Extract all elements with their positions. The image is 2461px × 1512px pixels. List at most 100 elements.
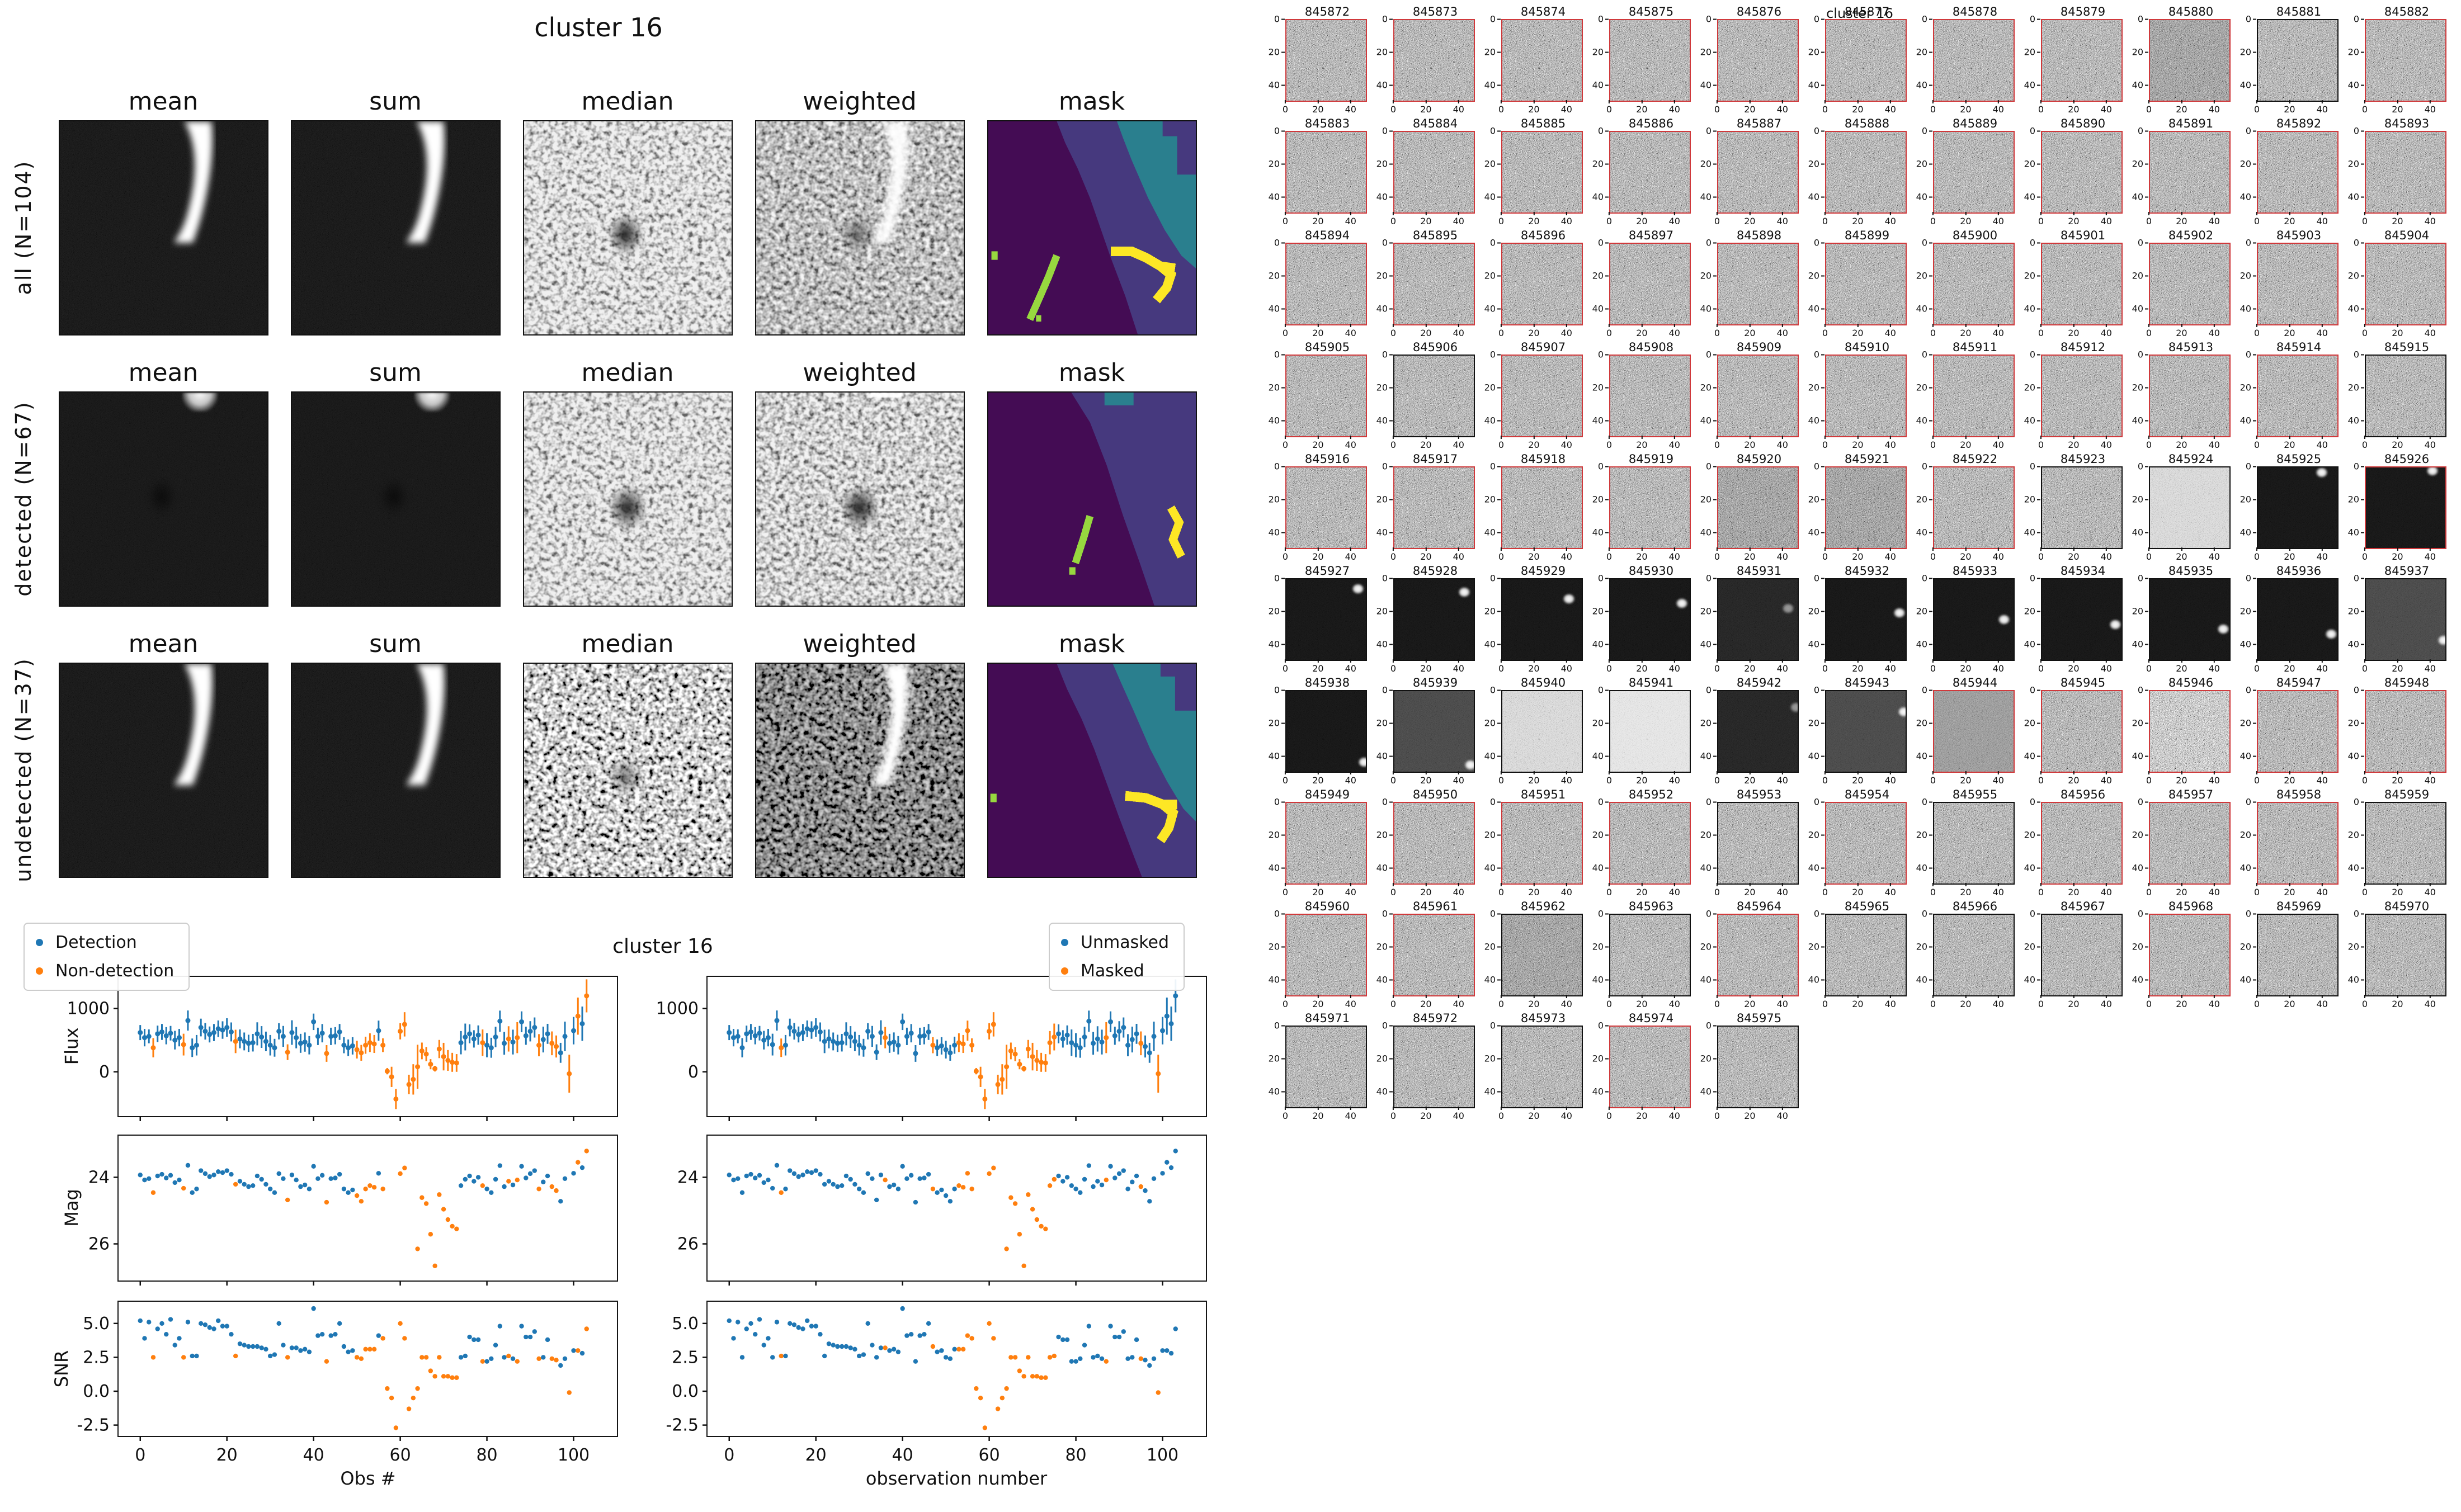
x-tick-label: 0 — [1498, 212, 1505, 226]
x-tick-label: 0 — [2361, 771, 2368, 786]
thumbnail-845890: 845890 0 20 40 0 20 40 — [2021, 116, 2129, 228]
y-tick-label: 20 — [1268, 46, 1285, 58]
svg-text:0: 0 — [99, 1062, 110, 1082]
thumbnail-image — [2257, 19, 2339, 102]
thumbnail-title: 845881 — [2276, 5, 2322, 18]
x-tick-label: 20 — [1744, 324, 1756, 338]
thumbnail-845921: 845921 0 20 40 0 20 40 — [1805, 452, 1913, 564]
x-tick-label: 40 — [2100, 547, 2112, 562]
x-tick-label: 40 — [2424, 547, 2436, 562]
y-tick-label: 20 — [1808, 494, 1825, 505]
x-tick-label: 0 — [1390, 995, 1397, 1009]
thumbnail-845945: 845945 0 20 40 0 20 40 — [2021, 675, 2129, 787]
y-tick-label: 40 — [1916, 303, 1933, 314]
y-tick-label: 0 — [2245, 461, 2257, 472]
thumbnail-image — [1393, 243, 1475, 325]
y-tick-label: 0 — [1597, 573, 1609, 584]
y-tick-label: 20 — [1484, 829, 1501, 840]
thumbnail-title: 845894 — [1304, 229, 1350, 242]
x-tick-label: 0 — [1822, 324, 1828, 338]
y-tick-label: 0 — [2137, 237, 2149, 248]
thumbnail-845899: 845899 0 20 40 0 20 40 — [1805, 228, 1913, 340]
thumbnail-845907: 845907 0 20 40 0 20 40 — [1481, 340, 1589, 452]
x-tick-label: 40 — [1776, 1107, 1788, 1121]
thumbnail-title: 845968 — [2168, 900, 2214, 913]
thumbnail-title: 845928 — [1412, 564, 1458, 578]
x-tick-label: 20 — [1420, 100, 1432, 115]
col-header-mean: mean — [128, 358, 199, 387]
x-tick-label: 20 — [2068, 659, 2080, 674]
thumbnail-845962: 845962 0 20 40 0 20 40 — [1481, 899, 1589, 1011]
x-tick-label: 40 — [1776, 771, 1788, 786]
x-tick-label: 40 — [2208, 100, 2220, 115]
x-tick-label: 0 — [1930, 771, 1936, 786]
x-tick-label: 40 — [2100, 771, 2112, 786]
thumbnail-image — [1825, 131, 1907, 214]
thumbnail-image — [2257, 578, 2339, 661]
y-tick-label: 40 — [2240, 862, 2257, 873]
x-tick-label: 0 — [1930, 324, 1936, 338]
x-tick-label: 20 — [2068, 100, 2080, 115]
x-tick-label: 20 — [1636, 436, 1648, 450]
x-tick-label: 20 — [2068, 883, 2080, 897]
y-tick-label: 0 — [1597, 461, 1609, 472]
y-tick-label: 20 — [2240, 606, 2257, 617]
x-tick-label: 0 — [2038, 883, 2044, 897]
thumbnail-title: 845902 — [2168, 229, 2214, 242]
thumbnail-image — [1933, 131, 2015, 214]
legend-item: Masked — [1061, 961, 1169, 981]
x-tick-label: 40 — [2100, 883, 2112, 897]
thumbnail-title: 845934 — [2060, 564, 2106, 578]
thumbnail-845942: 845942 0 20 40 0 20 40 — [1697, 675, 1805, 787]
mag-vs-obs-panel-masked: 24 26 — [677, 1135, 1207, 1286]
svg-text:40: 40 — [892, 1445, 913, 1465]
y-tick-label: 0 — [1813, 684, 1825, 696]
thumbnail-845900: 845900 0 20 40 0 20 40 — [1913, 228, 2021, 340]
thumbnail-845925: 845925 0 20 40 0 20 40 — [2237, 452, 2345, 564]
flux-vs-obs-panel-masked: 1000 0 — [656, 976, 1207, 1121]
x-tick-label: 40 — [1345, 436, 1356, 450]
thumbnail-845933: 845933 0 20 40 0 20 40 — [1913, 564, 2021, 675]
thumbnail-845885: 845885 0 20 40 0 20 40 — [1481, 116, 1589, 228]
y-tick-label: 40 — [1916, 191, 1933, 202]
y-tick-label: 20 — [1376, 1053, 1393, 1064]
x-tick-label: 40 — [1668, 771, 1680, 786]
y-tick-label: 20 — [2347, 829, 2365, 840]
x-tick-label: 40 — [1884, 436, 1896, 450]
x-tick-label: 20 — [2284, 771, 2295, 786]
thumbnail-image — [1717, 914, 1799, 996]
x-tick-label: 40 — [1453, 883, 1464, 897]
source-blob — [2435, 633, 2445, 648]
thumbnail-title: 845923 — [2060, 452, 2106, 466]
x-tick-label: 20 — [1852, 771, 1864, 786]
y-tick-label: 20 — [1268, 494, 1285, 505]
x-tick-label: 40 — [2316, 100, 2328, 115]
x-tick-label: 40 — [1668, 100, 1680, 115]
x-tick-label: 0 — [1606, 883, 1613, 897]
y-tick-label: 40 — [2240, 303, 2257, 314]
x-tick-label: 40 — [2424, 771, 2436, 786]
x-tick-label: 40 — [2316, 547, 2328, 562]
y-tick-label: 0 — [2137, 125, 2149, 136]
y-tick-label: 40 — [1484, 191, 1501, 202]
x-tick-label: 0 — [1714, 324, 1720, 338]
y-tick-label: 40 — [2024, 79, 2041, 91]
x-tick-label: 0 — [1714, 659, 1720, 674]
source-blob — [2106, 617, 2121, 632]
y-tick-label: 20 — [1484, 46, 1501, 58]
y-tick-label: 20 — [1592, 158, 1609, 169]
x-tick-label: 40 — [1992, 324, 2004, 338]
x-tick-label: 20 — [2068, 436, 2080, 450]
thumbnail-image — [1501, 466, 1583, 549]
x-tick-label: 20 — [1420, 547, 1432, 562]
y-tick-label: 40 — [1916, 639, 1933, 650]
col-header-mean: mean — [128, 630, 199, 658]
x-tick-label: 0 — [1714, 771, 1720, 786]
x-tick-label: 40 — [2208, 212, 2220, 226]
svg-text:100: 100 — [1147, 1445, 1178, 1465]
thumbnail-image — [1393, 19, 1475, 102]
x-tick-label: 40 — [1560, 1107, 1572, 1121]
y-tick-label: 0 — [1274, 13, 1285, 25]
thumbnail-image — [2041, 802, 2123, 885]
x-tick-label: 0 — [2038, 100, 2044, 115]
